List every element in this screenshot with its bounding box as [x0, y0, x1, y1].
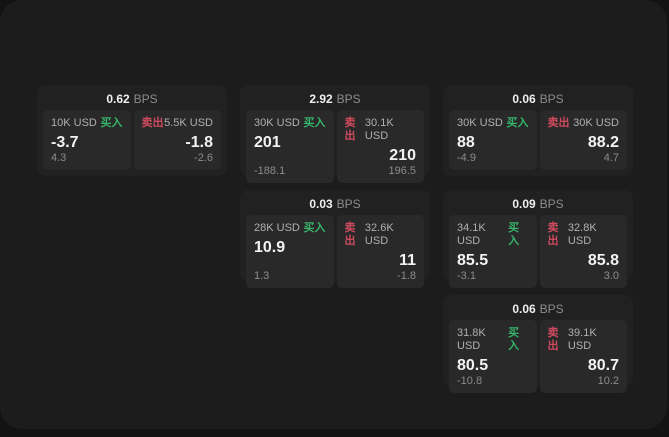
buy-quote-tile[interactable]: 30K USD 买入 88 -4.9	[449, 110, 537, 170]
buy-side-label: 买入	[506, 117, 529, 129]
sell-side-label: 卖出	[141, 117, 164, 129]
buy-sub-value: -4.9	[457, 152, 476, 164]
sell-price: 11	[399, 252, 416, 269]
spread-card: 0.06 BPS 31.8K USD 买入 80.5 -10.8 卖出 39.1…	[443, 295, 633, 393]
spread-card: 0.03 BPS 28K USD 买入 10.9 1.3 卖出 32.6K US…	[240, 190, 430, 288]
buy-quote-tile[interactable]: 30K USD 买入 201 -188.1	[246, 110, 334, 183]
buy-side-label: 买入	[100, 117, 123, 129]
sell-size: 32.8K USD	[567, 222, 597, 247]
quote-tiles: 31.8K USD 买入 80.5 -10.8 卖出 39.1K USD 80.…	[449, 320, 627, 393]
buy-size: 10K USD	[51, 117, 97, 129]
sell-side-label: 卖出	[344, 222, 356, 247]
sell-size: 32.6K USD	[364, 222, 394, 247]
buy-quote-tile[interactable]: 31.8K USD 买入 80.5 -10.8	[449, 320, 537, 393]
buy-size: 30K USD	[254, 117, 300, 129]
quote-tiles: 30K USD 买入 201 -188.1 卖出 30.1K USD 210 1…	[246, 110, 424, 183]
buy-side-label: 买入	[508, 222, 520, 247]
buy-size: 34.1K USD	[457, 222, 486, 247]
spread-card: 2.92 BPS 30K USD 买入 201 -188.1 卖出 30.1K …	[240, 85, 430, 183]
sell-side-label: 卖出	[547, 222, 559, 247]
buy-price: 10.9	[254, 239, 286, 256]
bps-unit-label: BPS	[539, 302, 564, 316]
buy-quote-tile[interactable]: 34.1K USD 买入 85.5 -3.1	[449, 215, 537, 288]
sell-sub-value: 196.5	[388, 165, 416, 177]
bps-value: 0.62	[106, 92, 130, 106]
sell-price: 88.2	[587, 134, 619, 151]
sell-price: 80.7	[587, 357, 619, 374]
quote-tiles: 28K USD 买入 10.9 1.3 卖出 32.6K USD 11 -1.8	[246, 215, 424, 288]
buy-price: -3.7	[51, 134, 79, 151]
sell-price: 210	[389, 147, 416, 164]
buy-size: 30K USD	[457, 117, 503, 129]
sell-sub-value: -2.6	[194, 152, 213, 164]
bps-unit-label: BPS	[133, 92, 158, 106]
app-surface: 0.62 BPS 10K USD 买入 -3.7 4.3 卖出 5.5K USD	[37, 85, 633, 393]
buy-price: 88	[457, 134, 475, 151]
bps-header: 0.62 BPS	[43, 90, 221, 108]
buy-sub-value: 4.3	[51, 152, 67, 164]
buy-side-label: 买入	[303, 117, 326, 129]
bps-value: 0.06	[512, 92, 536, 106]
bps-value: 0.03	[309, 197, 333, 211]
buy-quote-tile[interactable]: 28K USD 买入 10.9 1.3	[246, 215, 334, 288]
sell-quote-tile[interactable]: 卖出 30.1K USD 210 196.5	[336, 110, 424, 183]
bps-unit-label: BPS	[336, 197, 361, 211]
buy-quote-tile[interactable]: 10K USD 买入 -3.7 4.3	[43, 110, 131, 170]
sell-size: 30.1K USD	[364, 117, 394, 142]
bps-header: 0.06 BPS	[449, 90, 627, 108]
sell-sub-value: 10.2	[597, 375, 619, 387]
bps-header: 0.03 BPS	[246, 195, 424, 213]
buy-sub-value: -3.1	[457, 270, 476, 282]
sell-sub-value: -1.8	[397, 270, 416, 282]
bps-header: 0.06 BPS	[449, 300, 627, 318]
sell-quote-tile[interactable]: 卖出 32.8K USD 85.8 3.0	[539, 215, 627, 288]
sell-quote-tile[interactable]: 卖出 39.1K USD 80.7 10.2	[539, 320, 627, 393]
quote-tiles: 10K USD 买入 -3.7 4.3 卖出 5.5K USD -1.8 -2.…	[43, 110, 221, 170]
sell-price: -1.8	[185, 134, 213, 151]
buy-price: 80.5	[457, 357, 489, 374]
bps-value: 0.09	[512, 197, 536, 211]
buy-size: 31.8K USD	[457, 327, 486, 352]
bps-header: 0.09 BPS	[449, 195, 627, 213]
quote-tiles: 34.1K USD 买入 85.5 -3.1 卖出 32.8K USD 85.8…	[449, 215, 627, 288]
buy-sub-value: -188.1	[254, 165, 286, 177]
sell-sub-value: 3.0	[603, 270, 619, 282]
bps-value: 2.92	[309, 92, 333, 106]
spread-cards-grid: 0.62 BPS 10K USD 买入 -3.7 4.3 卖出 5.5K USD	[37, 85, 633, 393]
buy-sub-value: -10.8	[457, 375, 483, 387]
spread-card: 0.09 BPS 34.1K USD 买入 85.5 -3.1 卖出 32.8K…	[443, 190, 633, 288]
sell-size: 5.5K USD	[164, 117, 213, 129]
sell-sub-value: 4.7	[603, 152, 619, 164]
buy-price: 85.5	[457, 252, 489, 269]
sell-quote-tile[interactable]: 卖出 30K USD 88.2 4.7	[539, 110, 627, 170]
bps-unit-label: BPS	[539, 197, 564, 211]
sell-size: 30K USD	[573, 117, 619, 129]
sell-quote-tile[interactable]: 卖出 32.6K USD 11 -1.8	[336, 215, 424, 288]
buy-side-label: 买入	[508, 327, 520, 352]
sell-size: 39.1K USD	[567, 327, 597, 352]
buy-sub-value: 1.3	[254, 270, 270, 282]
sell-side-label: 卖出	[547, 327, 559, 352]
sell-side-label: 卖出	[344, 117, 356, 142]
bps-unit-label: BPS	[539, 92, 564, 106]
spread-card: 0.06 BPS 30K USD 买入 88 -4.9 卖出 30K USD	[443, 85, 633, 176]
sell-quote-tile[interactable]: 卖出 5.5K USD -1.8 -2.6	[133, 110, 221, 170]
buy-size: 28K USD	[254, 222, 300, 234]
bps-header: 2.92 BPS	[246, 90, 424, 108]
buy-side-label: 买入	[303, 222, 326, 234]
bps-unit-label: BPS	[336, 92, 361, 106]
bps-value: 0.06	[512, 302, 536, 316]
sell-price: 85.8	[587, 252, 619, 269]
quote-tiles: 30K USD 买入 88 -4.9 卖出 30K USD 88.2 4.7	[449, 110, 627, 170]
sell-side-label: 卖出	[547, 117, 570, 129]
spread-card: 0.62 BPS 10K USD 买入 -3.7 4.3 卖出 5.5K USD	[37, 85, 227, 176]
buy-price: 201	[254, 134, 281, 151]
